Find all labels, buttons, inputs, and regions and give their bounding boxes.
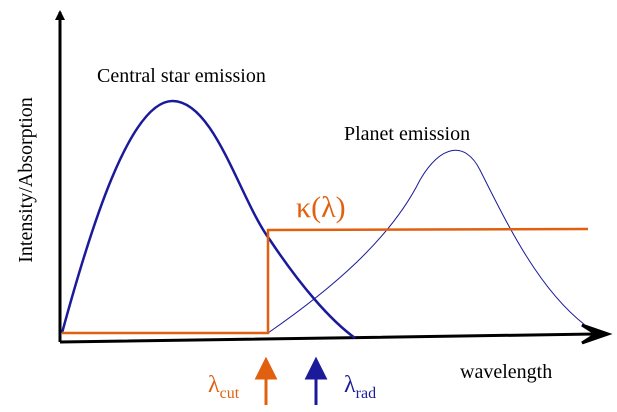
star-label: Central star emission: [97, 65, 266, 87]
planet-label: Planet emission: [344, 123, 470, 145]
x-axis: [59, 323, 613, 345]
label-part: λ: [344, 372, 356, 398]
cut-label: λcut: [208, 372, 240, 402]
x-label: wavelength: [460, 361, 552, 383]
absorption-step: [62, 227, 589, 335]
rad-arrow: [304, 356, 328, 405]
label-part: cut: [220, 385, 240, 402]
label-part: rad: [356, 385, 376, 402]
star-curve: [60, 99, 356, 340]
label-part: λ: [208, 372, 220, 398]
planet-curve: [267, 149, 586, 334]
cut-arrow: [254, 356, 278, 405]
y-label: Intensity/Absorption: [15, 97, 37, 263]
rad-label: λrad: [344, 372, 376, 402]
absorption-label: κ(λ): [296, 191, 346, 224]
